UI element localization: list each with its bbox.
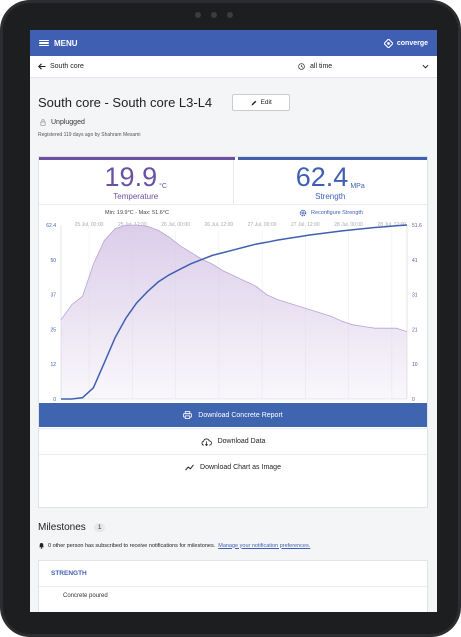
strength-value: 62.4 — [295, 162, 349, 192]
milestones-count-badge: 1 — [93, 523, 106, 532]
right-tick-label: 31 — [412, 293, 418, 299]
gear-icon — [299, 209, 307, 216]
status-text: Unplugged — [51, 119, 85, 126]
hamburger-icon — [39, 39, 49, 47]
metric-accent-bars — [39, 157, 427, 160]
x-tick-label: 28 Jul, 12:00 — [378, 222, 407, 228]
milestone-notification-row: 0 other person has subscribed to receive… — [38, 542, 310, 549]
milestone-item[interactable]: Concrete poured — [63, 593, 108, 599]
download-report-button[interactable]: Download Concrete Report — [39, 403, 427, 427]
temperature-line — [60, 224, 408, 332]
temperature-value: 19.9 — [104, 162, 158, 192]
menu-label: MENU — [54, 38, 78, 48]
page-title: South core - South core L3-L4 — [38, 95, 213, 110]
menu-button[interactable]: MENU — [39, 39, 78, 48]
tablet-bezel: MENU converge South core — [3, 3, 458, 634]
x-tick-label: 26 Jul, 00:00 — [161, 222, 190, 228]
strength-label: Strength — [315, 192, 346, 201]
edit-button[interactable]: Edit — [232, 94, 291, 111]
left-tick-label: 37 — [50, 293, 56, 299]
bell-icon — [39, 543, 44, 549]
notification-text: 0 other person has subscribed to receive… — [48, 542, 216, 549]
title-row: South core - South core L3-L4 Edit — [30, 78, 437, 111]
brand-logo[interactable]: converge — [383, 38, 428, 48]
strength-accent — [238, 157, 427, 160]
left-tick-label: 62.4 — [46, 223, 56, 229]
right-tick-label: 10 — [412, 362, 418, 368]
right-axis-ticks: 51.6 41 31 21 10 0 — [412, 223, 422, 403]
printer-icon — [183, 411, 193, 419]
temperature-unit: °C — [159, 183, 167, 190]
right-tick-label: 41 — [412, 258, 418, 264]
chevron-down-icon — [422, 64, 429, 69]
milestones-title: Milestones — [38, 522, 86, 533]
back-label: South core — [50, 63, 84, 70]
strength-unit: MPa — [350, 183, 365, 190]
sensor-card: 19.9 °C Temperature 62.4 MPa Strength Min:… — [38, 156, 428, 508]
brand-name: converge — [396, 39, 428, 47]
download-chart-button[interactable]: Download Chart as Image — [39, 454, 427, 480]
cloud-download-icon — [201, 438, 212, 446]
right-tick-label: 21 — [412, 327, 418, 333]
pencil-icon — [251, 100, 256, 105]
edit-label: Edit — [260, 99, 272, 106]
x-tick-label: 25 Jul, 00:00 — [75, 222, 104, 228]
clock-icon — [298, 63, 305, 70]
reconfigure-label: Reconfigure Strength — [311, 209, 363, 216]
strength-section-header[interactable]: STRENGTH — [39, 561, 427, 587]
x-tick-label: 28 Jul, 00:00 — [334, 222, 363, 228]
download-chart-label: Download Chart as Image — [200, 464, 281, 471]
download-data-button[interactable]: Download Data — [39, 428, 427, 454]
strength-milestones-card: STRENGTH Concrete poured — [38, 560, 428, 612]
strength-metric: 62.4 MPa Strength — [232, 160, 428, 204]
milestones-header: Milestones 1 — [38, 522, 106, 533]
metric-subrow: Min: 19.9°C - Max: 51.6°C Reconfigure St… — [39, 204, 427, 220]
camera-icon — [211, 12, 217, 18]
left-tick-label: 50 — [50, 258, 56, 264]
temperature-minmax: Min: 19.9°C - Max: 51.6°C — [104, 209, 169, 216]
download-report-label: Download Concrete Report — [198, 411, 283, 419]
back-link[interactable]: South core — [38, 63, 238, 70]
left-axis-ticks: 62.4 50 37 25 12 0 — [46, 223, 56, 403]
breadcrumb: South core all time — [30, 56, 437, 78]
left-tick-label: 12 — [50, 362, 56, 368]
arrow-left-icon — [38, 63, 46, 70]
temperature-strength-chart: 25 Jul, 00:00 25 Jul, 12:00 26 Jul, 00:00 2… — [46, 222, 422, 403]
temperature-area — [61, 225, 407, 399]
temperature-label: Temperature — [113, 192, 159, 201]
reconfigure-strength-link[interactable]: Reconfigure Strength — [235, 209, 427, 217]
x-tick-label: 26 Jul, 12:00 — [205, 222, 234, 228]
time-range-select[interactable]: all time — [298, 63, 429, 70]
converge-logo-icon — [383, 38, 393, 48]
unplugged-icon — [40, 119, 46, 126]
strength-line — [61, 224, 408, 400]
trend-line-icon — [185, 464, 194, 471]
left-tick-label: 0 — [53, 397, 56, 403]
temperature-accent — [39, 157, 235, 160]
camera-icon — [227, 12, 233, 18]
app-screen: MENU converge South core — [30, 30, 437, 612]
x-tick-label: 27 Jul, 00:00 — [248, 222, 277, 228]
top-bar: MENU converge — [30, 30, 437, 56]
x-tick-label: 27 Jul, 12:00 — [291, 222, 320, 228]
metrics-row: 19.9 °C Temperature 62.4 MPa Strength — [39, 160, 427, 204]
right-tick-label: 0 — [412, 397, 415, 403]
chart-series — [60, 224, 408, 400]
right-tick-label: 51.6 — [412, 223, 422, 229]
notification-preferences-link[interactable]: Manage your notification preferences. — [218, 542, 311, 549]
download-data-label: Download Data — [217, 438, 266, 445]
left-tick-label: 25 — [50, 327, 56, 333]
status-row: Unplugged — [30, 111, 437, 126]
temperature-metric: 19.9 °C Temperature — [39, 160, 233, 204]
range-label: all time — [310, 63, 333, 70]
registered-info: Registered 119 days ago by Shahram Mesam… — [38, 132, 141, 138]
camera-icon — [195, 12, 201, 18]
